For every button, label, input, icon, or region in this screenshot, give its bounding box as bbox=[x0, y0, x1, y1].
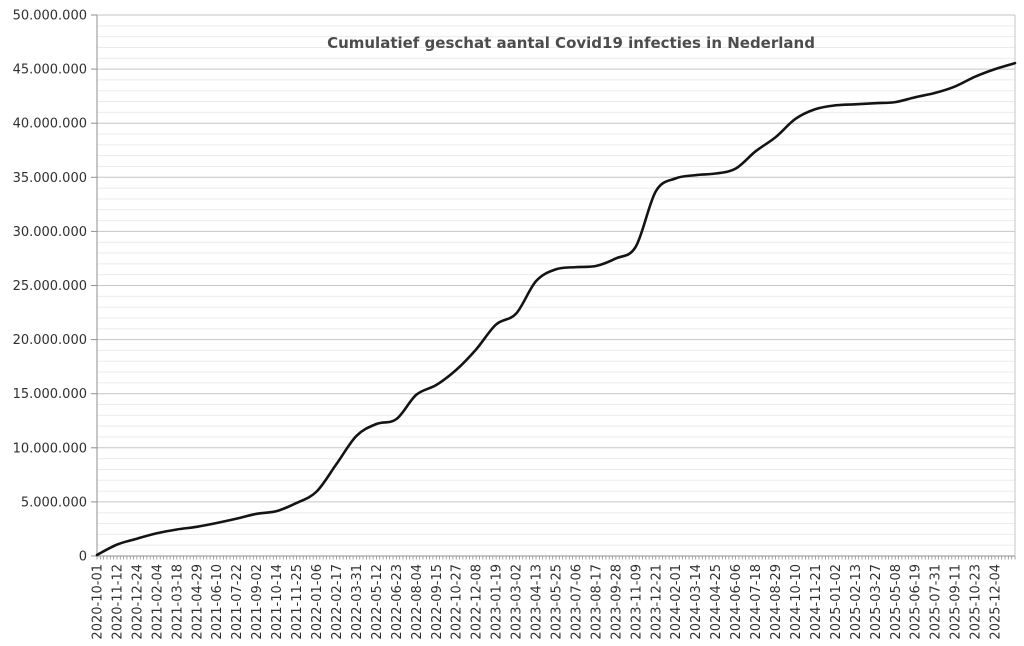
x-tick-label: 2025-01-02 bbox=[829, 564, 844, 640]
y-tick-label: 35.000.000 bbox=[13, 171, 87, 186]
x-tick-label: 2024-08-29 bbox=[769, 564, 784, 640]
x-tick-label: 2020-10-01 bbox=[91, 564, 106, 640]
y-tick-label: 20.000.000 bbox=[13, 333, 87, 348]
y-tick-label: 45.000.000 bbox=[13, 63, 87, 78]
x-tick-label: 2020-11-12 bbox=[110, 564, 125, 640]
x-tick-label: 2023-07-06 bbox=[569, 564, 584, 640]
x-tick-label: 2021-10-14 bbox=[270, 564, 285, 640]
x-tick-label: 2025-09-11 bbox=[949, 564, 964, 640]
x-tick-label: 2022-03-31 bbox=[350, 564, 365, 640]
x-tick-label: 2021-11-25 bbox=[290, 564, 305, 640]
x-tick-label: 2022-06-23 bbox=[390, 564, 405, 640]
x-tick-label: 2022-10-27 bbox=[450, 564, 465, 640]
y-tick-label: 30.000.000 bbox=[13, 225, 87, 240]
x-tick-label: 2022-12-08 bbox=[470, 564, 485, 640]
x-tick-label: 2025-07-31 bbox=[929, 564, 944, 640]
x-tick-label: 2025-02-13 bbox=[849, 564, 864, 640]
y-tick-label: 15.000.000 bbox=[13, 387, 87, 402]
x-tick-label: 2025-10-23 bbox=[969, 564, 984, 640]
y-tick-label: 40.000.000 bbox=[13, 117, 87, 132]
x-tick-label: 2023-11-09 bbox=[629, 564, 644, 640]
x-tick-label: 2024-03-14 bbox=[689, 564, 704, 640]
x-tick-label: 2021-04-29 bbox=[190, 564, 205, 640]
x-tick-label: 2024-02-01 bbox=[669, 564, 684, 640]
x-tick-label: 2020-12-24 bbox=[130, 564, 145, 640]
x-tick-label: 2023-03-02 bbox=[510, 564, 525, 640]
x-tick-label: 2021-09-02 bbox=[250, 564, 265, 640]
x-tick-label: 2022-08-04 bbox=[410, 564, 425, 640]
y-tick-label: 10.000.000 bbox=[13, 441, 87, 456]
x-tick-label: 2022-02-17 bbox=[330, 564, 345, 640]
chart-title: Cumulatief geschat aantal Covid19 infect… bbox=[327, 34, 815, 52]
x-tick-label: 2024-07-18 bbox=[749, 564, 764, 640]
x-tick-label: 2022-01-06 bbox=[310, 564, 325, 640]
y-tick-label: 25.000.000 bbox=[13, 279, 87, 294]
y-tick-label: 0 bbox=[79, 550, 87, 565]
x-tick-label: 2023-12-21 bbox=[649, 564, 664, 640]
x-tick-label: 2023-09-28 bbox=[609, 564, 624, 640]
x-tick-label: 2021-06-10 bbox=[210, 564, 225, 640]
x-tick-label: 2021-07-22 bbox=[230, 564, 245, 640]
x-tick-label: 2021-03-18 bbox=[170, 564, 185, 640]
x-tick-label: 2024-06-06 bbox=[729, 564, 744, 640]
x-tick-label: 2024-11-21 bbox=[809, 564, 824, 640]
x-tick-label: 2025-03-27 bbox=[869, 564, 884, 640]
x-tick-label: 2023-08-17 bbox=[589, 564, 604, 640]
x-tick-label: 2022-09-15 bbox=[430, 564, 445, 640]
x-tick-label: 2024-10-10 bbox=[789, 564, 804, 640]
x-tick-label: 2025-12-04 bbox=[989, 564, 1004, 640]
x-tick-label: 2023-01-19 bbox=[490, 564, 505, 640]
x-tick-label: 2025-05-08 bbox=[889, 564, 904, 640]
x-tick-label: 2022-05-12 bbox=[370, 564, 385, 640]
x-tick-label: 2025-06-19 bbox=[909, 564, 924, 640]
x-tick-label: 2024-04-25 bbox=[709, 564, 724, 640]
cumulative-infections-line bbox=[95, 61, 1017, 557]
x-tick-label: 2023-04-13 bbox=[530, 564, 545, 640]
x-tick-label: 2021-02-04 bbox=[150, 564, 165, 640]
y-tick-label: 5.000.000 bbox=[21, 495, 87, 510]
x-tick-label: 2023-05-25 bbox=[550, 564, 565, 640]
y-tick-label: 50.000.000 bbox=[13, 9, 87, 24]
